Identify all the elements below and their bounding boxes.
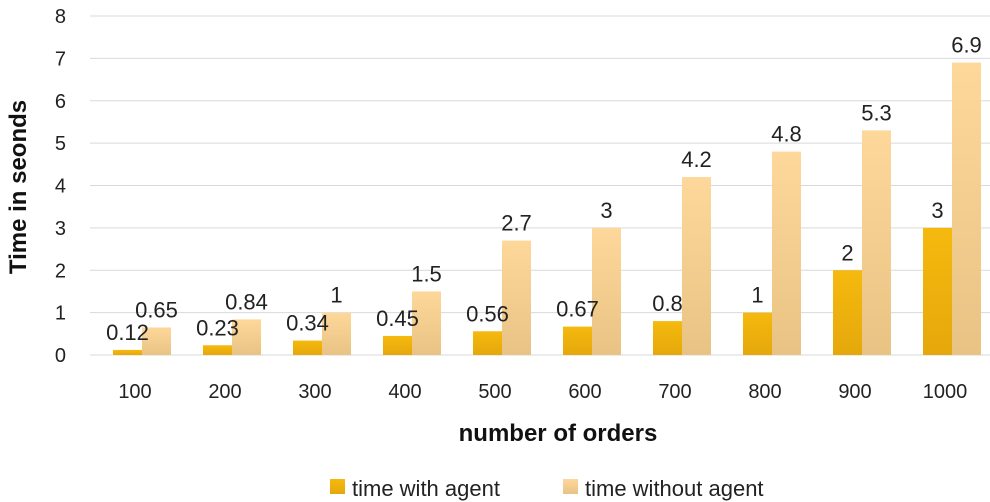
data-label-without-agent-900: 5.3 (861, 100, 892, 125)
y-axis-title: Time in seonds (5, 100, 32, 274)
bar-without-agent-1000 (952, 62, 981, 356)
bar-without-agent-100 (142, 327, 171, 355)
data-label-with-agent-1000: 3 (931, 198, 943, 223)
data-label-with-agent-100: 0.12 (106, 320, 149, 345)
bar-with-agent-500 (473, 331, 502, 355)
bar-with-agent-800 (743, 312, 772, 355)
data-label-without-agent-600: 3 (600, 198, 612, 223)
data-label-with-agent-600: 0.67 (556, 297, 599, 322)
y-tick-label: 1 (55, 303, 66, 325)
bar-with-agent-400 (383, 335, 412, 355)
bar-without-agent-700 (682, 177, 711, 355)
x-tick-label: 800 (748, 381, 781, 403)
data-label-with-agent-400: 0.45 (376, 306, 419, 331)
x-tick-label: 300 (298, 381, 331, 403)
data-label-without-agent-1000: 6.9 (951, 33, 982, 58)
y-tick-label: 5 (55, 133, 66, 155)
x-tick-label: 500 (478, 381, 511, 403)
legend-swatch-with-agent (330, 479, 345, 494)
x-tick-label: 400 (388, 381, 421, 403)
bar-without-agent-300 (322, 312, 351, 355)
x-tick-label: 200 (208, 381, 241, 403)
bar-with-agent-100 (113, 349, 142, 355)
y-axis-ticks: 0 1 2 3 4 5 6 7 8 (55, 6, 66, 367)
legend: time with agent time without agent (330, 476, 764, 501)
bar-without-agent-900 (862, 130, 891, 355)
bar-without-agent-200 (232, 319, 261, 355)
data-label-with-agent-800: 1 (751, 283, 763, 308)
y-tick-label: 3 (55, 218, 66, 240)
data-label-without-agent-700: 4.2 (681, 147, 712, 172)
data-labels: 0.120.650.230.840.3410.451.50.562.70.673… (106, 33, 982, 345)
bar-with-agent-900 (833, 270, 862, 355)
legend-label-with-agent: time with agent (352, 476, 500, 501)
x-axis-ticks: 100 200 300 400 500 600 700 800 900 1000 (118, 381, 967, 403)
data-label-without-agent-800: 4.8 (771, 122, 802, 147)
data-label-with-agent-900: 2 (841, 240, 853, 265)
data-label-with-agent-500: 0.56 (466, 301, 509, 326)
y-tick-label: 6 (55, 91, 66, 113)
data-label-without-agent-100: 0.65 (135, 297, 178, 322)
bar-with-agent-600 (563, 326, 592, 355)
legend-swatch-without-agent (563, 479, 578, 494)
data-label-with-agent-300: 0.34 (286, 311, 329, 336)
x-tick-label: 1000 (923, 381, 968, 403)
data-label-without-agent-300: 1 (330, 283, 342, 308)
bar-without-agent-800 (772, 151, 801, 355)
bar-with-agent-300 (293, 340, 322, 355)
x-tick-label: 600 (568, 381, 601, 403)
x-tick-label: 900 (838, 381, 871, 403)
data-label-without-agent-500: 2.7 (501, 211, 532, 236)
y-tick-label: 8 (55, 6, 66, 28)
bar-without-agent-400 (412, 291, 441, 355)
data-label-with-agent-200: 0.23 (196, 315, 239, 340)
x-tick-label: 700 (658, 381, 691, 403)
bar-with-agent-700 (653, 321, 682, 355)
bar-with-agent-1000 (923, 227, 952, 355)
legend-label-without-agent: time without agent (585, 476, 764, 501)
gridlines (90, 15, 990, 356)
bar-without-agent-600 (592, 227, 621, 355)
data-label-without-agent-400: 1.5 (411, 261, 442, 286)
y-tick-label: 2 (55, 260, 66, 282)
bar-without-agent-500 (502, 240, 531, 355)
y-tick-label: 7 (55, 48, 66, 70)
x-axis-title: number of orders (459, 420, 658, 447)
data-label-with-agent-700: 0.8 (652, 291, 683, 316)
bars (113, 62, 981, 356)
bar-with-agent-200 (203, 345, 232, 355)
y-tick-label: 4 (55, 176, 66, 198)
data-label-without-agent-200: 0.84 (225, 289, 268, 314)
y-tick-label: 0 (55, 345, 66, 367)
x-tick-label: 100 (118, 381, 151, 403)
